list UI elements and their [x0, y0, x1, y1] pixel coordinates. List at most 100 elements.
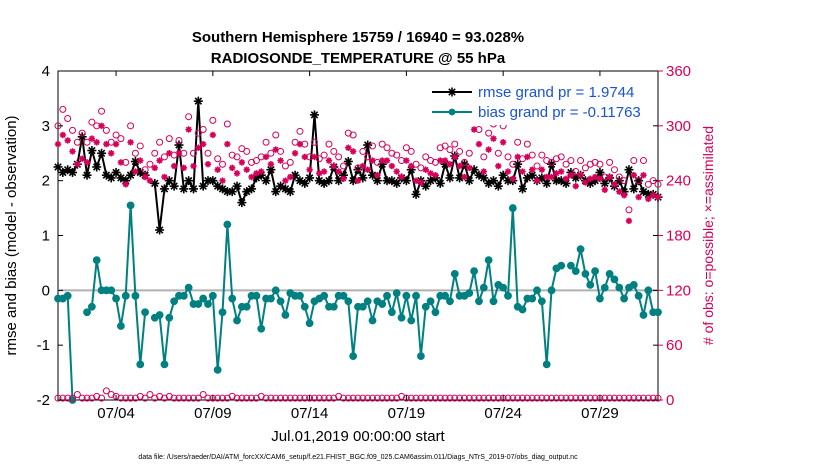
- data-point: [557, 261, 566, 270]
- data-point: [310, 138, 318, 146]
- data-point: [93, 392, 101, 400]
- data-point: [596, 160, 604, 168]
- data-point: [553, 170, 560, 177]
- data-point: [493, 181, 503, 191]
- data-point: [146, 391, 154, 399]
- data-point: [325, 394, 333, 402]
- data-point: [504, 394, 512, 402]
- data-point: [257, 392, 265, 400]
- data-point: [59, 394, 67, 402]
- data-point: [548, 173, 555, 181]
- data-point: [112, 294, 120, 303]
- data-point: [552, 155, 560, 163]
- data-point: [233, 394, 241, 402]
- data-point: [339, 394, 347, 402]
- data-point: [281, 394, 289, 402]
- data-point: [252, 157, 260, 165]
- data-point: [243, 147, 251, 155]
- data-point: [572, 394, 580, 402]
- data-point: [378, 140, 386, 148]
- data-point: [83, 159, 91, 166]
- data-point: [296, 291, 304, 300]
- x-tick-label: 07/29: [581, 405, 619, 422]
- data-point: [639, 311, 648, 319]
- data-point: [538, 166, 546, 173]
- data-point: [450, 269, 459, 278]
- data-point: [475, 140, 483, 148]
- data-point: [456, 162, 463, 170]
- data-point: [567, 394, 575, 402]
- y2-tick-label: 300: [666, 118, 691, 135]
- data-point: [194, 394, 202, 402]
- data-point: [320, 168, 328, 175]
- data-point: [403, 157, 410, 164]
- data-point: [272, 131, 280, 139]
- data-point: [213, 365, 222, 374]
- x-axis-label: Jul.01,2019 00:00:00 start: [271, 428, 445, 445]
- data-point: [271, 286, 280, 295]
- data-point: [300, 178, 310, 188]
- data-point: [543, 394, 551, 402]
- tick-labels: -2 -1 0 1 2 3 4 0 60 120 180 240 300 360 07/04 07/09 07/…: [37, 63, 691, 422]
- data-point: [557, 394, 565, 402]
- data-point: [407, 316, 416, 325]
- data-point: [581, 164, 589, 172]
- data-point: [359, 394, 367, 402]
- y-tick-label: 0: [42, 282, 50, 299]
- data-point: [69, 148, 76, 155]
- data-point: [199, 391, 207, 399]
- data-point: [320, 291, 329, 300]
- data-point: [208, 291, 217, 300]
- data-point: [374, 171, 381, 179]
- data-point: [108, 150, 115, 157]
- data-point: [189, 149, 197, 157]
- data-point: [596, 175, 604, 183]
- data-point: [281, 311, 290, 319]
- data-point: [359, 162, 367, 170]
- data-point: [92, 162, 102, 172]
- data-point: [296, 140, 304, 148]
- data-point: [97, 148, 107, 158]
- data-point: [175, 394, 183, 402]
- data-point: [228, 294, 237, 303]
- data-point: [504, 153, 512, 161]
- data-point: [644, 394, 652, 402]
- data-point: [640, 171, 647, 179]
- data-point: [421, 302, 430, 311]
- data-point: [629, 184, 639, 194]
- data-point: [417, 179, 425, 186]
- data-point: [59, 131, 67, 139]
- data-point: [543, 157, 551, 165]
- data-point: [209, 131, 217, 139]
- data-point: [64, 115, 72, 123]
- data-point: [363, 297, 372, 306]
- data-point: [427, 394, 435, 402]
- data-point: [146, 160, 154, 168]
- y2-tick-label: 120: [666, 282, 691, 299]
- data-point: [562, 160, 570, 168]
- data-point: [538, 151, 546, 159]
- data-point: [87, 146, 97, 156]
- data-point: [586, 160, 594, 168]
- data-point: [78, 129, 86, 137]
- data-point: [262, 153, 270, 161]
- data-point: [446, 394, 454, 402]
- data-point: [465, 394, 473, 402]
- data-point: [68, 167, 78, 177]
- data-point: [117, 135, 125, 143]
- data-point: [155, 225, 165, 235]
- data-point: [180, 394, 188, 402]
- data-point: [499, 283, 508, 292]
- data-point: [591, 267, 599, 276]
- data-point: [495, 162, 502, 170]
- data-point: [282, 177, 289, 184]
- data-point: [451, 153, 458, 161]
- y2-tick-label: 0: [666, 392, 674, 409]
- data-point: [523, 140, 531, 148]
- data-file-footer: data file: /Users/raeder/DAI/ATM_forcXX/…: [138, 454, 578, 461]
- data-point: [179, 291, 188, 300]
- data-point: [276, 297, 285, 306]
- data-point: [412, 177, 420, 184]
- y2-tick-label: 180: [666, 228, 691, 245]
- data-point: [141, 308, 149, 317]
